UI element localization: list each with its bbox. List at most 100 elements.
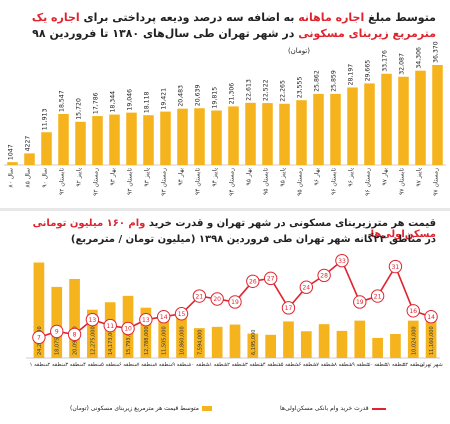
bar xyxy=(33,262,45,358)
legend-bar-swatch xyxy=(201,406,212,411)
line-point xyxy=(246,274,260,289)
line-point xyxy=(299,280,314,294)
bar xyxy=(194,328,205,358)
bar xyxy=(211,110,222,165)
x-tick-label: منطقه ۲ xyxy=(48,362,67,368)
line-value-label: 24 xyxy=(302,284,310,291)
bar-value-label: 22,613 xyxy=(246,79,253,101)
bar xyxy=(176,315,187,358)
line-value-label: 21 xyxy=(196,293,204,300)
legend-bar-label: متوسط قیمت هر مترمربع زیربنای مسکونی (تو… xyxy=(70,405,199,412)
line-point xyxy=(139,312,153,327)
x-tick-label: منطقه ۱۸ xyxy=(331,362,352,368)
bar xyxy=(283,321,294,358)
x-tick-label: منطقه ۷ xyxy=(137,362,156,368)
bar xyxy=(390,334,401,358)
bar xyxy=(58,113,69,165)
x-tick-label: منطقه ۱۷ xyxy=(314,362,335,368)
bottom-chart-title-line2: در مناطق ۲۲گانه شهر تهران طی فروردین ۱۳۹… xyxy=(70,234,436,245)
line-point xyxy=(388,259,403,274)
title-highlight: اجاره یک xyxy=(31,11,80,24)
line-value-label: 13 xyxy=(142,317,150,324)
bar xyxy=(194,108,205,165)
bar-value-label: 1047 xyxy=(8,144,15,160)
x-tick-label: منطقه ۱۲ xyxy=(224,362,245,368)
bar-value-label: 7,594,000 xyxy=(197,330,203,355)
bar xyxy=(279,103,290,165)
line-point xyxy=(281,301,296,315)
bar-value-label: 18,344 xyxy=(110,91,117,113)
bar xyxy=(75,121,86,165)
x-tick-label: زمستان ۹۳ xyxy=(161,168,168,196)
bar-value-label: 12,788,000 xyxy=(144,326,150,355)
bar xyxy=(69,278,80,358)
bar-value-label: 18,075,000 xyxy=(55,326,61,355)
x-tick-label: زمستان ۹۲ xyxy=(93,168,100,196)
x-tick-label: تابستان ۹۵ xyxy=(263,168,270,195)
line-value-label: 27 xyxy=(267,276,275,283)
bar-value-label: 10,024,000 xyxy=(411,326,417,355)
x-tick-label: زمستان ۹۴ xyxy=(229,168,236,196)
title-text: در شهر تهران طی سال‌های ۱۳۸۰ تا فروردین … xyxy=(32,27,299,40)
legend-line: قدرت خرید وام بانکی مسکن‌اولی‌ها xyxy=(280,405,386,412)
bar xyxy=(7,162,18,165)
bar-value-label: 11,913 xyxy=(42,109,49,131)
line-point xyxy=(156,310,171,324)
bar xyxy=(41,132,52,165)
line-point xyxy=(67,327,82,342)
line-value-label: 14 xyxy=(427,314,435,321)
bar xyxy=(347,87,358,165)
line-value-label: 19 xyxy=(356,299,364,306)
line-point xyxy=(50,324,64,339)
bar xyxy=(300,331,312,358)
line-point xyxy=(32,330,46,345)
line-value-label: 19 xyxy=(231,299,239,306)
x-tick-label: تابستان ۹۲ xyxy=(59,168,66,195)
title-highlight: وام ۱۶۰ میلیون تومانی مسکن‌اولی‌ها xyxy=(32,218,436,240)
x-tick-label: پاییز ۹۵ xyxy=(280,168,287,187)
bar-value-label: 18,118 xyxy=(144,91,151,113)
x-tick-label: بهار ۹۴ xyxy=(178,168,185,186)
x-tick-label: زمستان ۹۷ xyxy=(433,168,440,196)
x-tick-label: منطقه ۳ xyxy=(65,362,84,368)
bar xyxy=(265,334,276,358)
x-tick-label: بهار ۹۶ xyxy=(314,168,321,186)
x-tick-label: منطقه ۱۴ xyxy=(260,362,281,368)
top-chart-unit: (تومان) xyxy=(287,47,310,55)
line-point xyxy=(228,295,242,309)
x-tick-label: منطقه ۲۲ xyxy=(403,362,424,368)
bar-value-label: 21,306 xyxy=(229,83,236,105)
bar xyxy=(245,102,256,165)
x-tick-label: تابستان ۹۷ xyxy=(399,168,406,195)
title-highlight: مترمربع زیربنای مسکونی xyxy=(298,27,436,40)
title-text: متوسط مبلغ xyxy=(364,11,436,24)
line-point xyxy=(263,271,278,286)
bar xyxy=(126,112,137,165)
line-point xyxy=(121,321,135,336)
bar-value-label: 36,370 xyxy=(433,41,440,63)
bar-value-label: 20,639 xyxy=(195,85,202,107)
x-tick-label: تابستان ۹۶ xyxy=(331,168,338,195)
bar xyxy=(296,100,307,165)
bar xyxy=(425,314,437,358)
bar-value-label: 19,046 xyxy=(127,89,134,111)
x-tick-label: منطقه ۱ xyxy=(30,362,49,368)
line-point xyxy=(370,289,385,303)
line-value-label: 20 xyxy=(213,296,221,303)
bar xyxy=(364,83,375,165)
bar-value-label: 15,720 xyxy=(76,98,83,120)
bar xyxy=(354,320,366,358)
x-tick-label: زمستان ۹۵ xyxy=(297,168,304,196)
x-tick-label: پاییز ۹۲ xyxy=(76,168,83,187)
bar-value-label: 11,505,000 xyxy=(162,326,168,355)
legend-line-swatch xyxy=(371,407,386,410)
bar-value-label: 12,275,000 xyxy=(90,326,96,355)
line-point xyxy=(353,295,367,309)
bar-value-label: 22,522 xyxy=(263,79,270,101)
line-value-label: 16 xyxy=(409,308,417,315)
bar-value-label: 34,306 xyxy=(416,47,423,69)
bar-value-label: 14,173,000 xyxy=(108,326,114,355)
x-tick-label: بهار ۹۷ xyxy=(382,168,389,186)
x-tick-label: سال ۸۰ xyxy=(8,168,15,188)
bar-value-label: 23,555 xyxy=(297,77,304,99)
